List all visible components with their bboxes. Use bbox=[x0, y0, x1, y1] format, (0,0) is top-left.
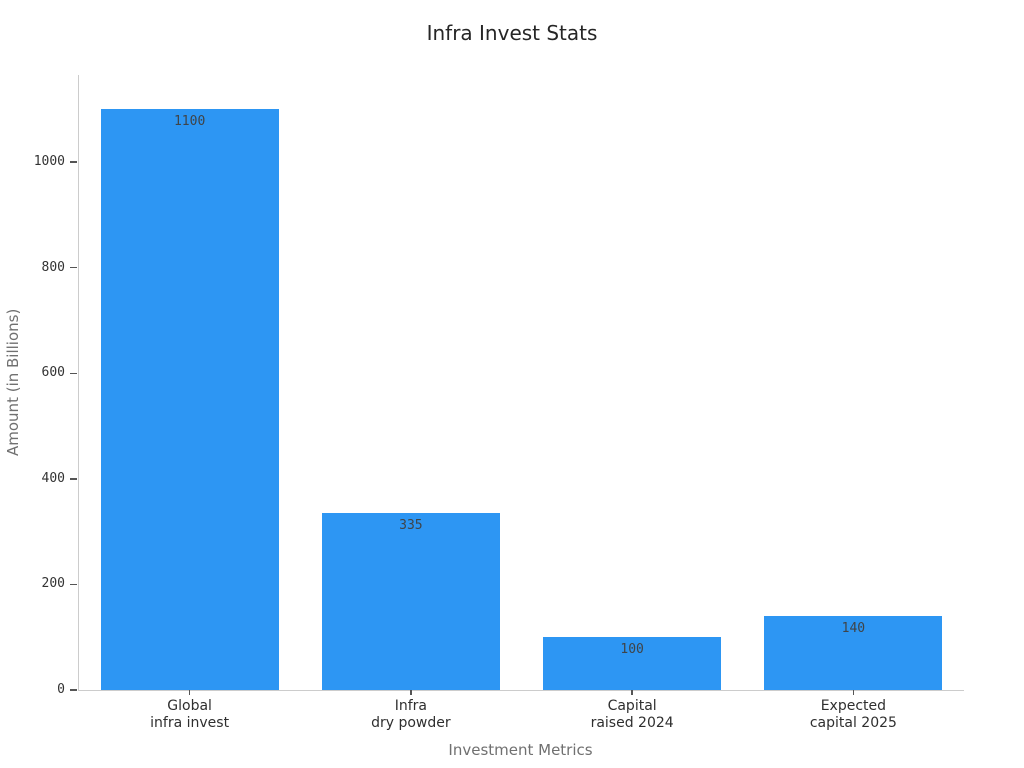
y-tick-label: 0 bbox=[57, 682, 65, 697]
bar bbox=[321, 513, 500, 690]
y-tick-label: 600 bbox=[41, 365, 65, 381]
bar bbox=[764, 616, 943, 690]
x-tick-label: Infra dry powder bbox=[371, 698, 451, 731]
bar-value-label: 140 bbox=[841, 621, 866, 637]
x-axis-label: Investment Metrics bbox=[448, 741, 593, 759]
y-tick-label: 200 bbox=[41, 576, 65, 592]
y-tick-mark bbox=[70, 583, 77, 586]
x-tick-label: Capital raised 2024 bbox=[590, 698, 674, 731]
x-tick-mark bbox=[631, 690, 633, 695]
y-tick-mark bbox=[70, 689, 77, 691]
bar bbox=[543, 637, 722, 690]
x-tick-label: Expected capital 2025 bbox=[809, 698, 897, 731]
x-tick-label: Global infra invest bbox=[150, 698, 230, 731]
y-tick-label: 1000 bbox=[33, 154, 65, 170]
bar-value-label: 100 bbox=[620, 642, 644, 658]
y-tick-mark bbox=[70, 161, 77, 163]
x-tick-mark bbox=[188, 690, 191, 695]
y-tick-label: 400 bbox=[41, 470, 65, 486]
bar-value-label: 1100 bbox=[173, 114, 206, 130]
y-tick-mark bbox=[70, 372, 77, 374]
y-tick-mark bbox=[70, 266, 77, 269]
chart-title: Infra Invest Stats bbox=[426, 21, 598, 45]
bar-value-label: 335 bbox=[399, 518, 423, 534]
y-tick-mark bbox=[70, 478, 77, 480]
x-tick-mark bbox=[410, 690, 412, 695]
bar bbox=[100, 109, 279, 690]
plot-area: 0 200 400 600 800 1000 1100 Global infra invest… bbox=[34, 75, 964, 731]
x-tick-mark bbox=[852, 690, 855, 695]
y-tick-label: 800 bbox=[41, 259, 65, 275]
